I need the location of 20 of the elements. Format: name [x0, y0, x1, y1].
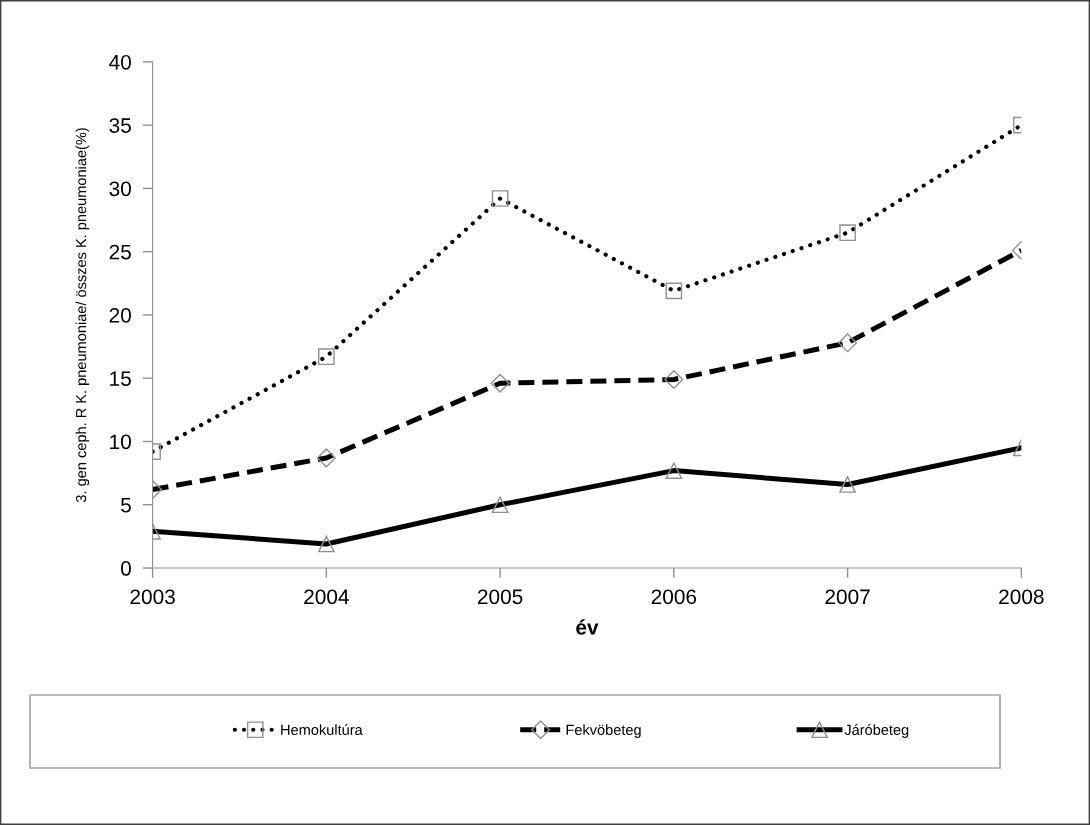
y-tick-label: 20: [109, 307, 131, 323]
y-tick-label: 15: [110, 371, 131, 386]
x-tick-label: 2003: [130, 589, 175, 605]
legend-label: Fekvöbeteg: [566, 724, 641, 738]
y-axis-title: 3. gen ceph. R K. pneumoniae/ összes K. pneumoniae(%): [75, 128, 90, 503]
legend-label: Hemokultúra: [281, 724, 363, 735]
y-tick-label: 30: [109, 181, 131, 197]
x-tick-label: 2008: [999, 589, 1044, 605]
legend-label: Járóbeteg: [844, 724, 909, 738]
y-tick-label: 40: [109, 54, 131, 70]
x-tick-label: 2006: [651, 589, 697, 605]
y-tick-label: 10: [110, 434, 131, 450]
x-tick-label: 2005: [477, 589, 523, 605]
y-tick-label: 5: [121, 497, 131, 513]
y-tick-label: 0: [121, 561, 131, 576]
x-tick-label: 2004: [304, 589, 349, 605]
x-axis-title: év: [576, 619, 599, 635]
x-tick-label: 2007: [825, 589, 870, 605]
y-tick-label: 25: [109, 244, 131, 260]
y-tick-label: 35: [109, 118, 131, 133]
